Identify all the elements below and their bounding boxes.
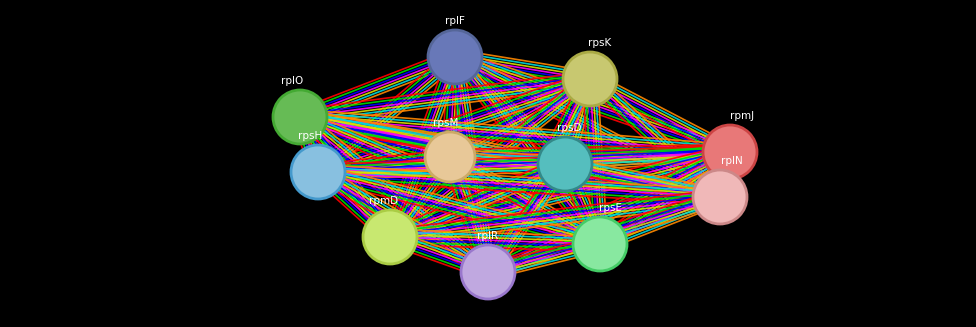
- Text: rpsK: rpsK: [589, 38, 612, 48]
- Text: rplF: rplF: [445, 16, 465, 26]
- Circle shape: [425, 132, 475, 182]
- Text: rpmJ: rpmJ: [730, 111, 754, 121]
- Circle shape: [461, 245, 515, 299]
- Circle shape: [573, 217, 627, 271]
- Text: rpmD: rpmD: [370, 196, 398, 206]
- Text: rpsH: rpsH: [298, 131, 322, 141]
- Circle shape: [563, 52, 617, 106]
- Circle shape: [703, 125, 757, 179]
- Circle shape: [693, 170, 747, 224]
- Text: rplN: rplN: [721, 156, 743, 166]
- Text: rplO: rplO: [281, 76, 304, 86]
- Circle shape: [273, 90, 327, 144]
- Circle shape: [538, 137, 592, 191]
- Circle shape: [291, 145, 345, 199]
- Text: rpsD: rpsD: [556, 123, 582, 133]
- Text: rpsM: rpsM: [433, 118, 459, 128]
- Circle shape: [363, 210, 417, 264]
- Circle shape: [428, 30, 482, 84]
- Text: rplR: rplR: [477, 231, 499, 241]
- Text: rpsE: rpsE: [598, 203, 622, 213]
